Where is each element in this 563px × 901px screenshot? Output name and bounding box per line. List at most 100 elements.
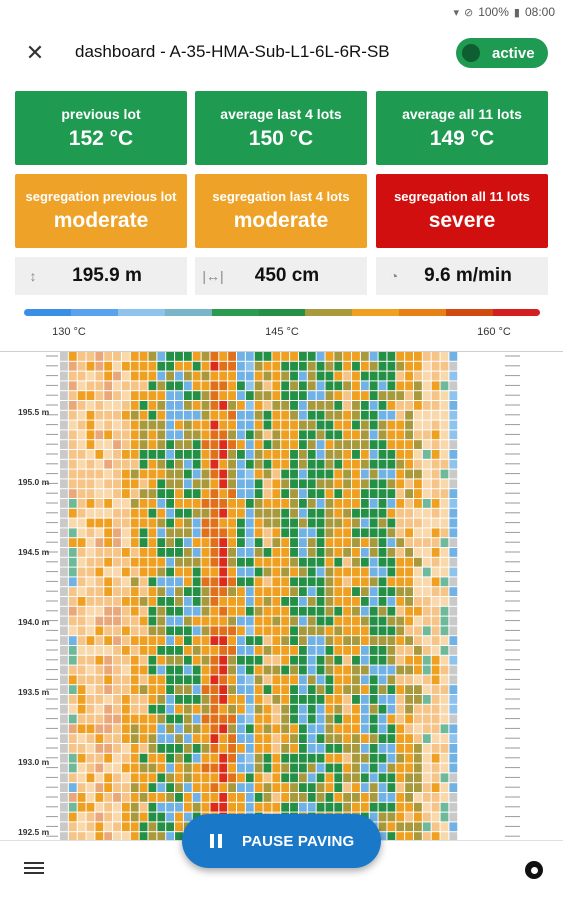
heatmap-cell: [334, 665, 343, 675]
heatmap-cell: [219, 381, 228, 391]
tile-value: 150 °C: [248, 127, 314, 150]
heatmap-cell: [414, 734, 422, 743]
heatmap-cell: [130, 528, 139, 538]
heatmap-cell: [210, 548, 219, 557]
heatmap-cell: [130, 773, 139, 783]
heatmap-cell: [60, 655, 68, 665]
heatmap-cell: [183, 440, 192, 449]
heatmap-cell: [405, 587, 413, 596]
heatmap-cell: [192, 793, 201, 802]
heatmap-cell: [139, 695, 148, 704]
heatmap-cell: [77, 655, 86, 665]
heatmap-cell: [422, 812, 431, 822]
heatmap-cell: [343, 450, 352, 459]
heatmap-cell: [440, 440, 449, 449]
heatmap-cell: [440, 675, 449, 685]
heatmap-cell: [360, 538, 369, 547]
heatmap-cell: [192, 508, 201, 518]
heatmap-cell: [334, 773, 343, 783]
heatmap-cell: [431, 381, 440, 391]
heatmap-cell: [192, 744, 201, 753]
heatmap-cell: [95, 401, 104, 410]
heatmap-cell: [272, 802, 281, 812]
heatmap-cell: [369, 459, 378, 469]
heatmap-cell: [130, 381, 139, 391]
heatmap-cell: [210, 783, 219, 792]
heatmap-cell: [237, 577, 245, 587]
heatmap-cell: [343, 440, 352, 449]
heatmap-cell: [254, 352, 263, 361]
heatmap-cell: [210, 352, 219, 361]
heatmap-cell: [95, 469, 104, 479]
heatmap-cell: [281, 793, 290, 802]
record-icon[interactable]: [525, 861, 543, 879]
heatmap-cell: [281, 802, 290, 812]
menu-icon[interactable]: [24, 859, 44, 879]
heatmap-cell: [148, 508, 157, 518]
heatmap-cell: [175, 459, 183, 469]
heatmap-cell: [422, 822, 431, 832]
heatmap-cell: [60, 528, 68, 538]
heatmap-cell: [121, 665, 130, 675]
heatmap-cell: [414, 753, 422, 763]
heatmap-cell: [343, 548, 352, 557]
heatmap-cell: [104, 597, 113, 606]
heatmap-cell: [121, 832, 130, 841]
heatmap-cell: [157, 352, 166, 361]
heatmap-cell: [352, 450, 360, 459]
heatmap-cell: [325, 773, 334, 783]
heatmap-cell: [343, 577, 352, 587]
heatmap-cell: [254, 587, 263, 596]
heatmap-cell: [316, 695, 325, 704]
heatmap-cell: [290, 430, 298, 440]
heatmap-cell: [121, 557, 130, 567]
heatmap-cell: [130, 391, 139, 400]
heatmap-cell: [60, 695, 68, 704]
heatmap-cell: [228, 361, 236, 371]
heatmap-cell: [139, 724, 148, 734]
heatmap-cell: [113, 430, 121, 440]
heatmap-cell: [387, 812, 396, 822]
heatmap-cell: [405, 410, 413, 420]
heatmap-cell: [113, 655, 121, 665]
heatmap-cell: [298, 557, 307, 567]
heatmap-cell: [369, 636, 378, 645]
tile-previous-lot: previous lot 152 °C: [15, 91, 187, 165]
heatmap-cell: [86, 822, 95, 832]
heatmap-cell: [121, 773, 130, 783]
heatmap-cell: [121, 685, 130, 694]
heatmap-cell: [228, 753, 236, 763]
heatmap-cell: [104, 577, 113, 587]
heatmap-cell: [272, 361, 281, 371]
heatmap-cell: [325, 597, 334, 606]
heatmap-cell: [343, 489, 352, 498]
heatmap-cell: [263, 636, 272, 645]
close-icon[interactable]: ✕: [25, 40, 45, 65]
heatmap-cell: [175, 636, 183, 645]
heatmap-cell: [334, 401, 343, 410]
heatmap-cell: [290, 361, 298, 371]
active-status-toggle[interactable]: active: [456, 38, 548, 68]
heatmap-cell: [210, 410, 219, 420]
heatmap-cell: [139, 528, 148, 538]
heatmap-cell: [343, 391, 352, 400]
heatmap-cell: [60, 479, 68, 489]
heatmap-cell: [210, 675, 219, 685]
heatmap-cell: [396, 753, 405, 763]
heatmap-cell: [281, 695, 290, 704]
heatmap-cell: [307, 675, 316, 685]
heatmap-cell: [77, 636, 86, 645]
heatmap-cell: [378, 391, 387, 400]
heatmap-cell: [263, 381, 272, 391]
heatmap-cell: [210, 714, 219, 724]
heatmap-cell: [334, 469, 343, 479]
heatmap-cell: [201, 391, 210, 400]
pause-paving-button[interactable]: PAUSE PAVING: [182, 814, 381, 868]
heatmap-cell: [113, 734, 121, 743]
heatmap-cell: [396, 557, 405, 567]
heatmap-cell: [121, 655, 130, 665]
heatmap-cell: [387, 459, 396, 469]
heatmap-cell: [263, 528, 272, 538]
heatmap-cell: [228, 420, 236, 430]
